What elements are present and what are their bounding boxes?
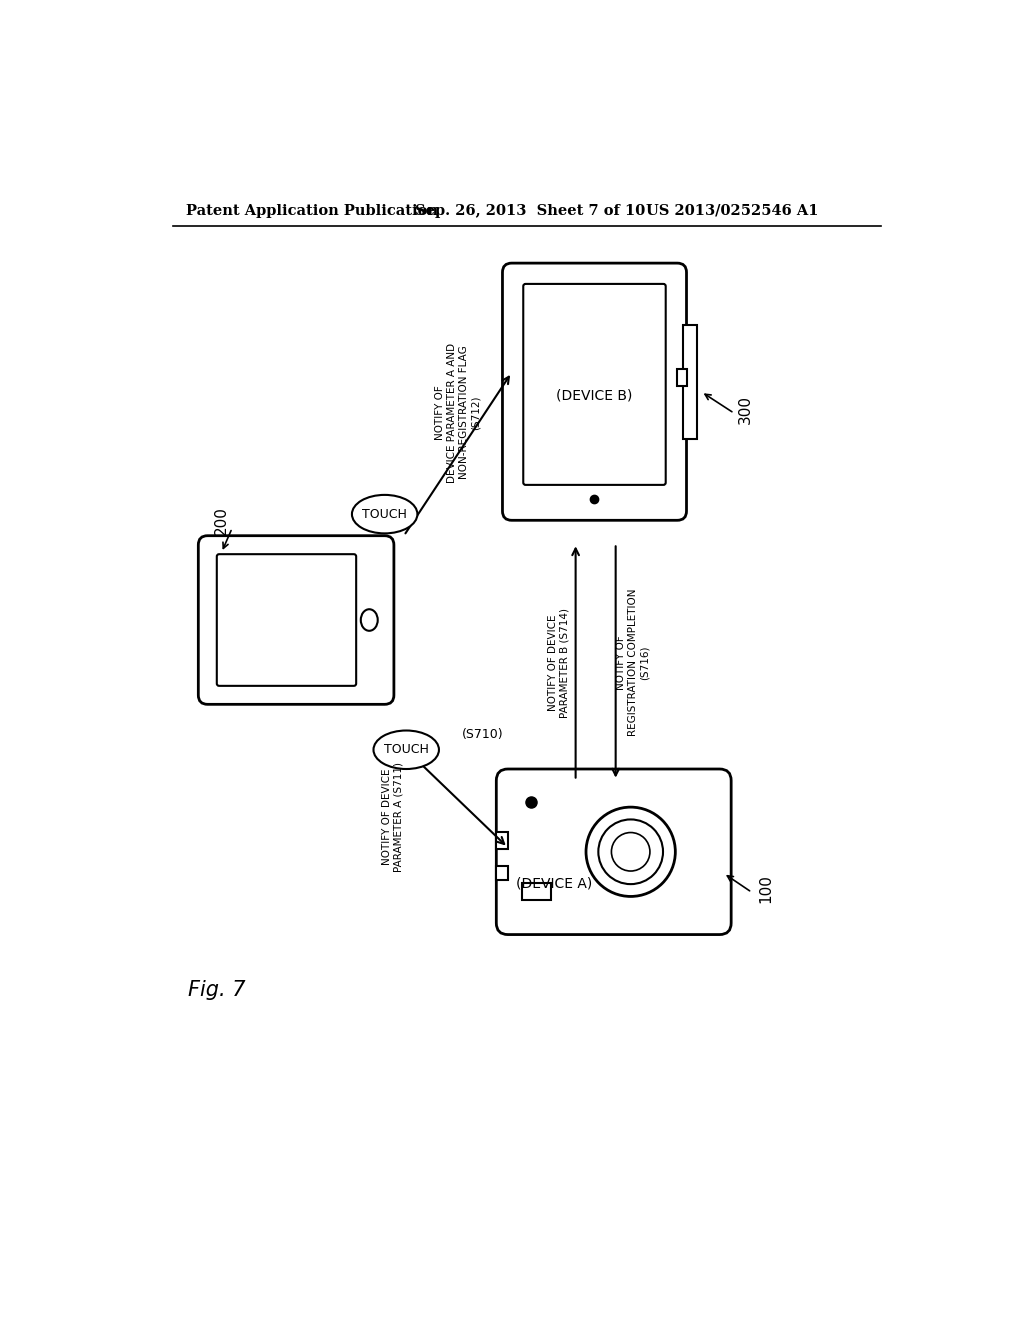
Text: 100: 100 (758, 874, 773, 903)
FancyBboxPatch shape (523, 284, 666, 484)
Bar (677, 368, 686, 385)
FancyBboxPatch shape (217, 554, 356, 686)
Bar (497, 866, 508, 879)
Text: 300: 300 (737, 395, 753, 424)
Text: TOUCH: TOUCH (384, 743, 429, 756)
Text: (DEVICE B): (DEVICE B) (556, 388, 633, 403)
Text: NOTIFY OF
DEVICE PARAMETER A AND
NON-REGISTRATION FLAG
(S712): NOTIFY OF DEVICE PARAMETER A AND NON-REG… (435, 342, 480, 483)
Bar (683, 325, 697, 440)
Text: Fig. 7: Fig. 7 (188, 979, 246, 1001)
Ellipse shape (352, 495, 418, 533)
Text: NOTIFY OF
REGISTRATION COMPLETION
(S716): NOTIFY OF REGISTRATION COMPLETION (S716) (616, 589, 649, 737)
Ellipse shape (360, 610, 378, 631)
Text: (S710): (S710) (462, 727, 503, 741)
FancyBboxPatch shape (497, 770, 731, 935)
Text: Sep. 26, 2013  Sheet 7 of 10: Sep. 26, 2013 Sheet 7 of 10 (416, 203, 646, 218)
Bar (521, 883, 551, 900)
Ellipse shape (374, 730, 439, 770)
Text: NOTIFY OF DEVICE
PARAMETER A (S711): NOTIFY OF DEVICE PARAMETER A (S711) (382, 762, 403, 871)
FancyBboxPatch shape (199, 536, 394, 705)
FancyBboxPatch shape (503, 263, 686, 520)
Text: NOTIFY OF DEVICE
PARAMETER B (S714): NOTIFY OF DEVICE PARAMETER B (S714) (548, 607, 569, 718)
Text: US 2013/0252546 A1: US 2013/0252546 A1 (646, 203, 819, 218)
Text: TOUCH: TOUCH (362, 508, 408, 520)
Text: Patent Application Publication: Patent Application Publication (186, 203, 438, 218)
Text: (DEVICE A): (DEVICE A) (516, 876, 593, 890)
Bar (497, 832, 508, 849)
Text: 200: 200 (214, 506, 229, 535)
